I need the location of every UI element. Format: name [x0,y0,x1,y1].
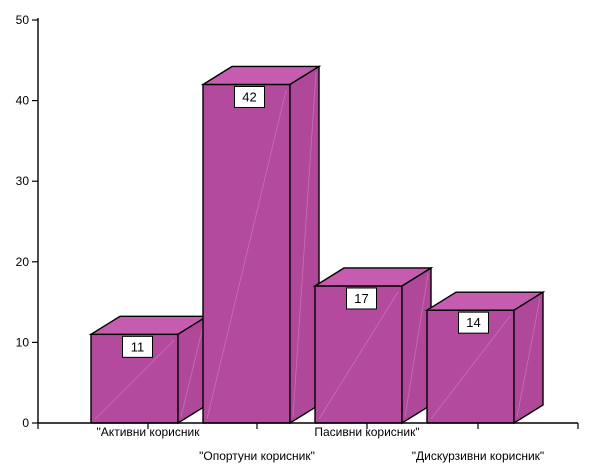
bar-3: 17 [312,266,434,425]
bar-side-highlight [516,298,541,418]
y-tick-label: 10 [16,335,30,349]
value-label-box [234,85,265,108]
axis-layer: 0 10 20 30 40 50 [16,13,579,430]
value-label-box [458,311,489,334]
y-tick-label: 0 [22,416,29,430]
y-tick-label: 30 [16,174,30,188]
bar-side-highlight [180,322,205,418]
bar-highlight [318,291,399,420]
value-label: 42 [242,89,256,104]
bar-highlight [206,90,287,420]
y-tick-label: 20 [16,255,30,269]
category-label: Пасивни корисник" [314,425,419,439]
value-label: 14 [466,315,480,330]
category-label: "Активни корисник [97,425,201,439]
labels-layer: "Активни корисник "Опортуни корисник" Паси… [97,425,545,463]
value-label: 17 [354,291,368,306]
bar-2: 42 [200,65,322,425]
y-tick-label: 50 [16,13,30,27]
value-label-box [346,287,377,310]
value-label: 11 [131,339,145,354]
y-tick-label: 40 [16,94,30,108]
bar-side-highlight [292,72,317,418]
category-label: "Дискурзивни корисник" [412,449,544,463]
bar-side-highlight [404,273,429,418]
bar-highlight [94,340,175,420]
bars-layer: 11 42 17 14 [88,65,546,425]
bar-1: 11 [88,315,210,425]
value-label-box [122,335,153,358]
bar-highlight [430,315,511,420]
bar-4: 14 [424,290,546,425]
category-label: "Опортуни корисник" [199,449,315,463]
